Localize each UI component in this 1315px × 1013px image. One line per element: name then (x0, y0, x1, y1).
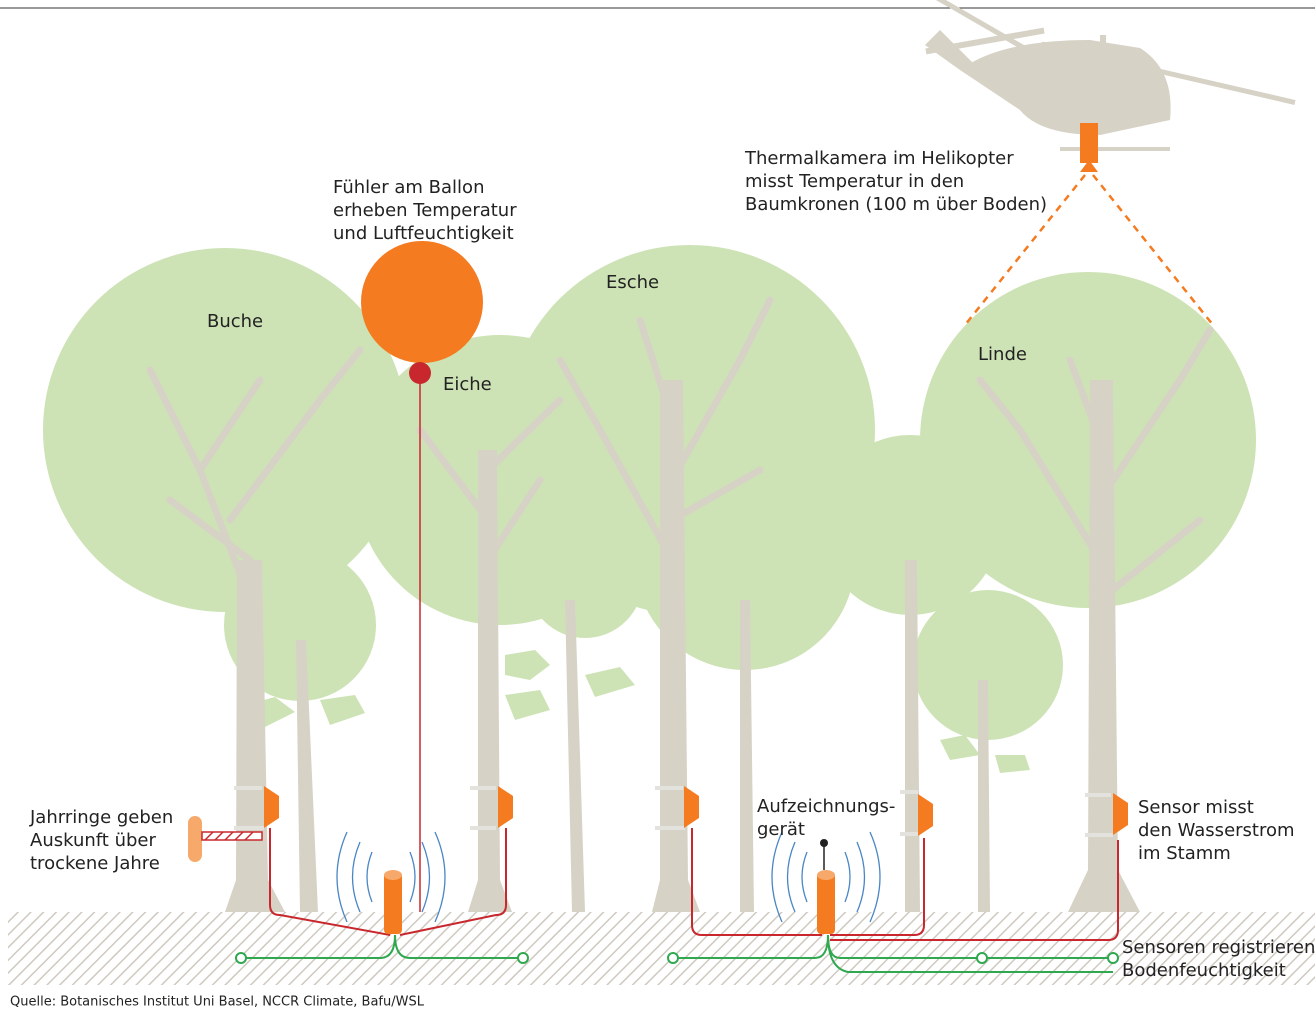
soil-sensor-label: Sensoren registrieren (1122, 937, 1315, 958)
wires-circle (236, 953, 246, 963)
trunks-path (978, 680, 990, 912)
camera-label: Baumkronen (100 m über Boden) (745, 194, 1047, 215)
balloon-label: Fühler am Ballon (333, 177, 484, 198)
tree-label: Linde (978, 344, 1027, 365)
loggers-circle (820, 839, 828, 847)
balloon-label: erheben Temperatur (333, 200, 517, 221)
loggers-rect (817, 872, 835, 934)
balloon-circle (361, 241, 483, 363)
wires-circle (977, 953, 987, 963)
loggers-ellipse (384, 870, 402, 880)
helicopter-path (960, 40, 1171, 135)
sap-sensor-label: Sensor misst (1138, 797, 1254, 818)
rings-label: Auskunft über (30, 830, 156, 851)
rings-label: Jahrringe geben (29, 807, 173, 828)
page: Fühler am Ballon erheben Temperatur und … (0, 0, 1315, 1013)
loggers-rect (384, 872, 402, 934)
recorder-label: Aufzeichnungs- (757, 796, 895, 817)
helicopter-rect (1100, 35, 1106, 55)
recorder-label: gerät (757, 819, 805, 840)
illustration: Fühler am Ballon erheben Temperatur und … (0, 0, 1315, 1013)
balloon-circle (409, 362, 431, 384)
wires-circle (668, 953, 678, 963)
tree-label: Buche (207, 311, 263, 332)
sap-sensor-label: im Stamm (1138, 843, 1231, 864)
camera-label: misst Temperatur in den (745, 171, 964, 192)
helicopter (925, 0, 1296, 151)
tree-ring-core-rect (188, 816, 202, 862)
soil-sensor-label: Bodenfeuchtigkeit (1122, 960, 1286, 981)
balloon-label: und Luftfeuchtigkeit (333, 223, 514, 244)
tree-label: Eiche (443, 374, 492, 395)
crowns-circle (920, 272, 1256, 608)
source: Quelle: Botanisches Institut Uni Basel, … (10, 995, 425, 1010)
thermal-camera-rect (1080, 123, 1098, 163)
wires-circle (518, 953, 528, 963)
trunks-path (565, 600, 585, 912)
helicopter-rect (1060, 147, 1170, 151)
rings-label: trockene Jahre (30, 853, 160, 874)
wires-circle (1108, 953, 1118, 963)
sap-sensors-path (264, 786, 1128, 836)
tree-label: Esche (606, 272, 659, 293)
loggers-ellipse (817, 870, 835, 880)
sap-sensor-label: den Wasserstrom (1138, 820, 1295, 841)
camera-label: Thermalkamera im Helikopter (744, 148, 1014, 169)
